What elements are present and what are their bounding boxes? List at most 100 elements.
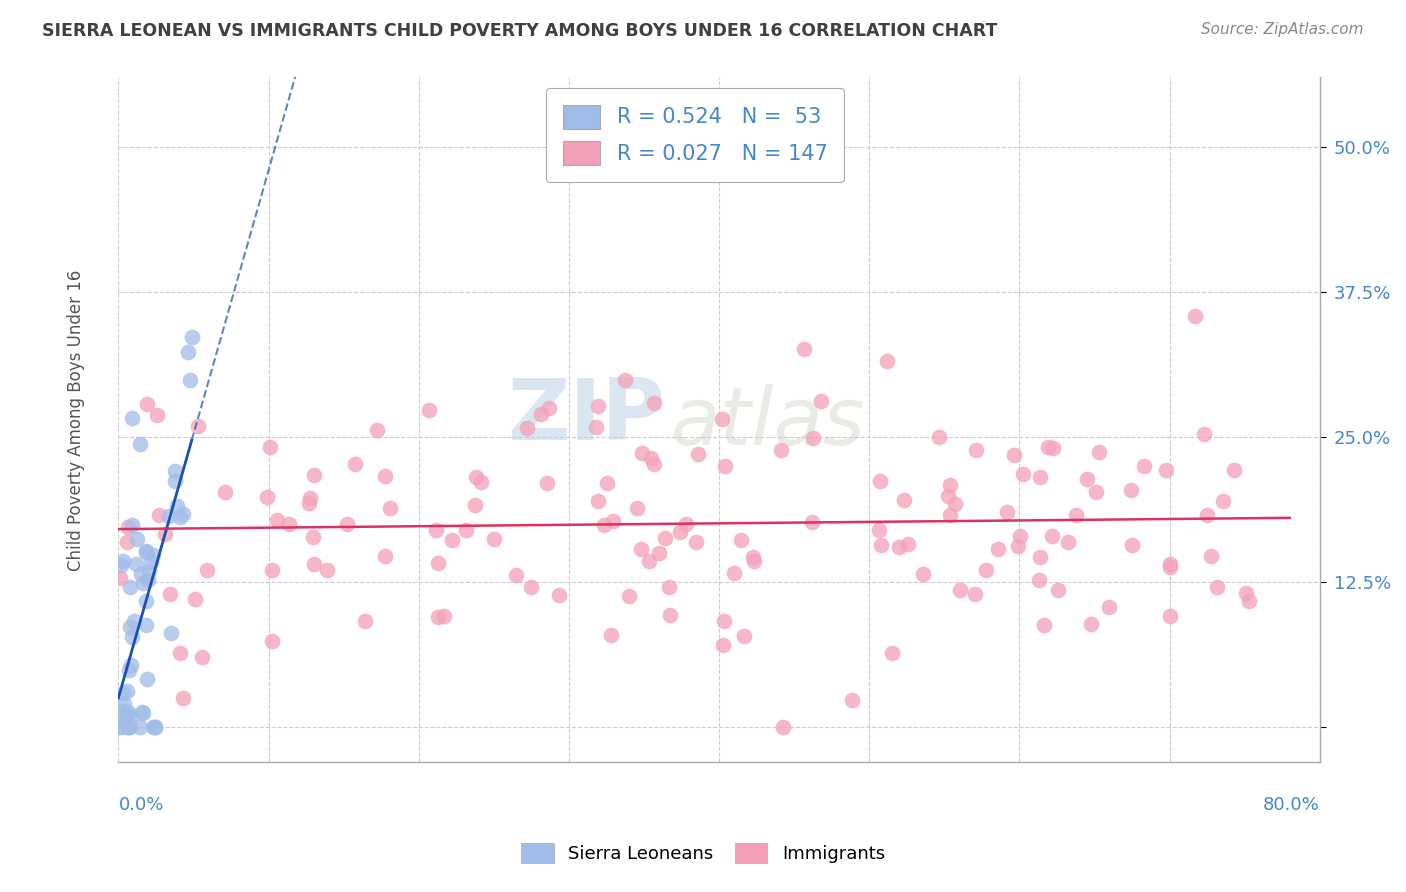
Point — [536, 475, 558, 490]
Point — [643, 396, 665, 410]
Point — [810, 394, 832, 409]
Point — [741, 549, 763, 564]
Point — [669, 524, 692, 539]
Point — [769, 442, 792, 457]
Point — [433, 608, 456, 623]
Point — [505, 568, 527, 582]
Point — [1119, 483, 1142, 497]
Point — [122, 614, 145, 628]
Point — [1028, 573, 1050, 587]
Point — [1159, 560, 1181, 574]
Point — [1010, 528, 1032, 542]
Point — [880, 646, 903, 660]
Point — [179, 374, 201, 388]
Point — [640, 450, 662, 465]
Point — [142, 548, 165, 562]
Point — [118, 620, 141, 634]
Point — [169, 510, 191, 524]
Point — [1159, 609, 1181, 624]
Point — [1066, 508, 1088, 522]
Point — [163, 474, 186, 488]
Point — [256, 490, 278, 504]
Point — [868, 523, 890, 537]
Point — [374, 549, 396, 563]
Point — [1199, 549, 1222, 563]
Point — [110, 558, 132, 572]
Point — [108, 571, 131, 585]
Point — [1088, 444, 1111, 458]
Point — [1047, 582, 1070, 597]
Text: atlas: atlas — [671, 384, 866, 462]
Point — [1007, 540, 1029, 554]
Point — [111, 686, 134, 700]
Point — [1033, 618, 1056, 632]
Point — [1042, 529, 1064, 543]
Point — [195, 563, 218, 577]
Point — [657, 580, 679, 594]
Point — [1002, 448, 1025, 462]
Point — [1197, 508, 1219, 522]
Point — [172, 691, 194, 706]
Point — [1084, 485, 1107, 500]
Point — [648, 546, 671, 560]
Point — [128, 437, 150, 451]
Point — [1133, 458, 1156, 473]
Point — [440, 533, 463, 548]
Point — [939, 508, 962, 522]
Point — [148, 508, 170, 523]
Point — [366, 424, 388, 438]
Point — [974, 563, 997, 577]
Point — [893, 493, 915, 508]
Point — [117, 519, 139, 533]
Point — [135, 618, 157, 632]
Point — [135, 594, 157, 608]
Point — [643, 457, 665, 471]
Point — [214, 484, 236, 499]
Point — [426, 609, 449, 624]
Point — [685, 534, 707, 549]
Point — [120, 657, 142, 672]
Point — [801, 515, 824, 529]
Text: SIERRA LEONEAN VS IMMIGRANTS CHILD POVERTY AMONG BOYS UNDER 16 CORRELATION CHART: SIERRA LEONEAN VS IMMIGRANTS CHILD POVER… — [42, 22, 997, 40]
Point — [1076, 473, 1098, 487]
Point — [1080, 617, 1102, 632]
Point — [793, 342, 815, 356]
Point — [138, 564, 160, 578]
Point — [121, 517, 143, 532]
Point — [298, 491, 321, 505]
Point — [132, 576, 155, 591]
Point — [887, 541, 910, 555]
Point — [169, 646, 191, 660]
Point — [730, 533, 752, 547]
Point — [121, 630, 143, 644]
Point — [630, 541, 652, 556]
Point — [425, 523, 447, 537]
Point — [117, 709, 139, 723]
Point — [711, 412, 734, 426]
Point — [302, 467, 325, 482]
Point — [638, 554, 661, 568]
Point — [136, 573, 159, 587]
Point — [260, 564, 283, 578]
Point — [1121, 538, 1143, 552]
Point — [841, 692, 863, 706]
Point — [585, 420, 607, 434]
Point — [626, 500, 648, 515]
Point — [659, 608, 682, 623]
Point — [965, 587, 987, 601]
Point — [121, 410, 143, 425]
Point — [135, 544, 157, 558]
Point — [115, 535, 138, 549]
Point — [596, 475, 619, 490]
Point — [136, 397, 159, 411]
Point — [354, 614, 377, 628]
Point — [1028, 549, 1050, 564]
Point — [262, 633, 284, 648]
Point — [298, 496, 321, 510]
Point — [117, 720, 139, 734]
Point — [336, 516, 359, 531]
Point — [418, 403, 440, 417]
Point — [135, 545, 157, 559]
Point — [344, 457, 367, 471]
Point — [1239, 594, 1261, 608]
